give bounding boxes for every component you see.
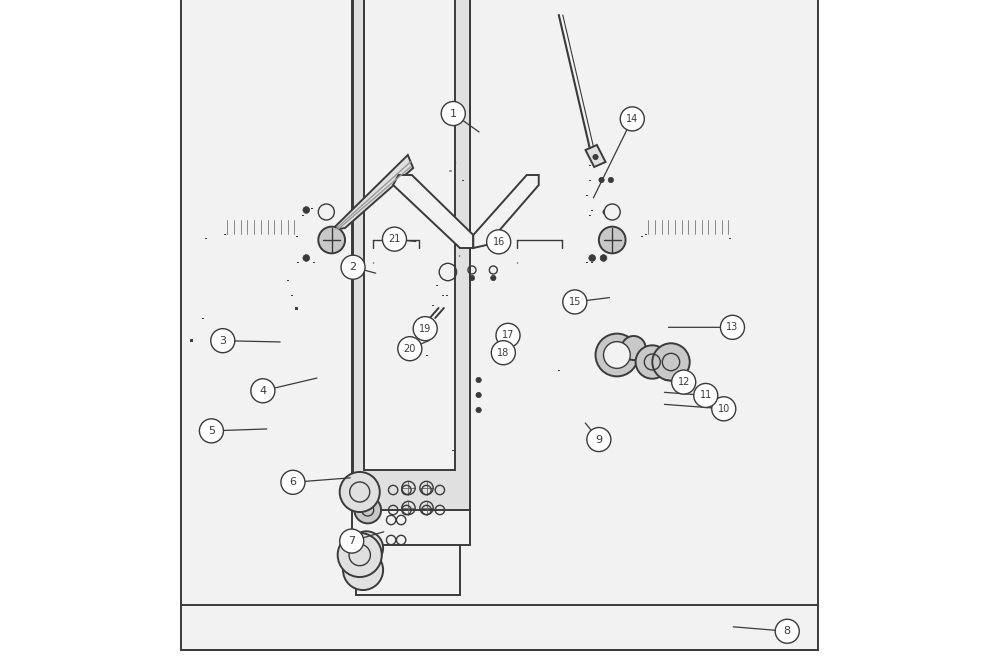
Text: 11: 11 <box>700 391 712 400</box>
Text: 20: 20 <box>404 344 416 353</box>
Circle shape <box>382 227 406 251</box>
Circle shape <box>354 496 381 523</box>
Circle shape <box>491 341 515 365</box>
Text: 3: 3 <box>219 336 226 345</box>
Circle shape <box>720 315 744 339</box>
Circle shape <box>476 377 481 383</box>
Text: 16: 16 <box>493 237 505 246</box>
Text: 8: 8 <box>784 627 791 636</box>
Circle shape <box>350 531 383 564</box>
Circle shape <box>303 255 310 261</box>
Circle shape <box>211 329 235 353</box>
Circle shape <box>318 204 334 220</box>
Circle shape <box>338 533 382 577</box>
Circle shape <box>620 107 644 131</box>
Text: 10: 10 <box>718 404 730 413</box>
Circle shape <box>593 154 598 160</box>
Text: 15: 15 <box>569 297 581 307</box>
Text: 12: 12 <box>678 377 690 387</box>
Circle shape <box>476 392 481 397</box>
Circle shape <box>600 255 607 261</box>
Text: 14: 14 <box>626 114 638 124</box>
Text: 5: 5 <box>208 426 215 436</box>
Text: 2: 2 <box>349 263 357 272</box>
Circle shape <box>622 336 646 360</box>
Bar <box>352 0 470 545</box>
Polygon shape <box>332 155 413 230</box>
Circle shape <box>636 345 669 379</box>
Circle shape <box>604 341 630 368</box>
Text: 9: 9 <box>595 435 602 444</box>
Circle shape <box>603 209 608 214</box>
Circle shape <box>604 204 620 220</box>
Circle shape <box>441 102 465 126</box>
Circle shape <box>413 317 437 341</box>
Text: 18: 18 <box>497 348 509 357</box>
Circle shape <box>341 255 365 279</box>
Circle shape <box>343 550 383 590</box>
Circle shape <box>596 333 638 376</box>
Circle shape <box>340 529 364 553</box>
Text: 13: 13 <box>726 323 739 332</box>
Circle shape <box>610 206 617 213</box>
Circle shape <box>303 206 310 213</box>
Circle shape <box>199 419 223 443</box>
Circle shape <box>608 177 614 182</box>
Text: 19: 19 <box>419 324 431 333</box>
Circle shape <box>398 337 422 361</box>
Circle shape <box>652 343 690 381</box>
Text: 6: 6 <box>289 478 296 487</box>
Text: 1: 1 <box>450 109 457 118</box>
Circle shape <box>599 226 626 253</box>
Circle shape <box>496 323 520 347</box>
Text: 4: 4 <box>259 386 266 395</box>
Circle shape <box>694 383 718 407</box>
Circle shape <box>775 619 799 643</box>
Circle shape <box>587 428 611 452</box>
Bar <box>364 0 455 470</box>
Circle shape <box>712 397 736 421</box>
Circle shape <box>320 206 326 213</box>
Circle shape <box>476 407 481 413</box>
Circle shape <box>491 275 496 281</box>
Text: 17: 17 <box>502 331 514 340</box>
Bar <box>353 0 470 510</box>
Polygon shape <box>473 175 539 248</box>
Circle shape <box>563 290 587 314</box>
Bar <box>356 0 460 595</box>
Circle shape <box>340 472 380 512</box>
Polygon shape <box>586 145 606 167</box>
Circle shape <box>281 470 305 494</box>
Polygon shape <box>393 175 473 248</box>
Circle shape <box>672 370 696 394</box>
Circle shape <box>318 226 345 253</box>
Text: 7: 7 <box>348 536 355 546</box>
Circle shape <box>589 255 596 261</box>
Circle shape <box>251 379 275 403</box>
Circle shape <box>469 275 475 281</box>
Circle shape <box>599 177 604 182</box>
Circle shape <box>487 230 511 254</box>
Circle shape <box>612 209 618 214</box>
Text: 21: 21 <box>388 234 401 244</box>
